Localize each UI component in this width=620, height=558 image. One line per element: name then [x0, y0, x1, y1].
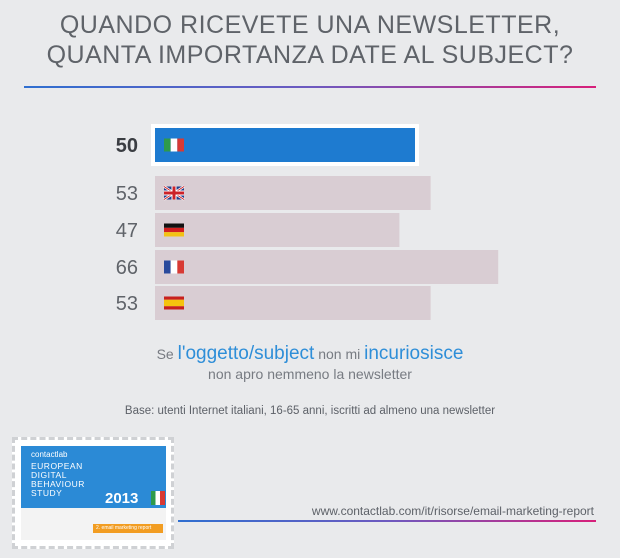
bar	[155, 176, 431, 210]
report-cover-thumbnail[interactable]: contactlab EUROPEAN DIGITAL BEHAVIOUR ST…	[12, 437, 174, 549]
report-url-link[interactable]: www.contactlab.com/it/risorse/email-mark…	[311, 504, 594, 518]
cover-blue-panel: contactlab EUROPEAN DIGITAL BEHAVIOUR ST…	[21, 446, 166, 540]
bar	[155, 213, 400, 247]
france-flag-icon	[164, 260, 184, 274]
cover-study-line: BEHAVIOUR	[31, 479, 85, 489]
base-note: Base: utenti Internet italiani, 16-65 an…	[124, 405, 496, 417]
caption-accent-curious: incuriosisce	[364, 343, 464, 364]
bar-value-label: 50	[116, 135, 138, 157]
bar-chart: 50 53 47 66 53	[116, 124, 499, 320]
title-line-2: QUANTA IMPORTANZA DATE AL SUBJECT?	[46, 41, 574, 69]
cover-year: 2013	[105, 490, 139, 507]
top-divider	[24, 86, 596, 88]
bottom-divider	[178, 520, 596, 522]
bar-value-label: 47	[116, 220, 138, 242]
bar	[155, 250, 499, 284]
cover-footer: 2. email marketing report	[93, 524, 163, 533]
cover-study-line: EUROPEAN	[31, 461, 83, 471]
chart-title: QUANDO RICEVETE UNA NEWSLETTER, QUANTA I…	[0, 10, 620, 70]
title-line-1: QUANDO RICEVETE UNA NEWSLETTER,	[59, 11, 561, 39]
bar-value-label: 53	[116, 183, 138, 205]
caption-line-2: non apro nemmeno la newsletter	[208, 366, 412, 382]
cover-study-line: DIGITAL	[31, 470, 67, 480]
italy-flag-icon	[164, 138, 184, 152]
germany-flag-icon	[164, 223, 184, 237]
spain-flag-icon	[164, 296, 184, 310]
cover-study-title: EUROPEAN DIGITAL BEHAVIOUR STUDY	[31, 462, 85, 498]
uk-flag-icon	[163, 185, 185, 201]
bar-value-label: 53	[116, 293, 138, 315]
caption-pre: Se	[156, 346, 178, 362]
caption-accent-subject: l'oggetto/subject	[177, 343, 315, 364]
bar-value-label: 66	[116, 257, 138, 279]
caption-mid: non mi	[314, 346, 365, 362]
caption: Se l'oggetto/subject non mi incuriosisce…	[0, 344, 620, 384]
cover-study-line: STUDY	[31, 488, 63, 498]
cover-logo: contactlab	[31, 450, 68, 459]
italy-flag-icon	[151, 491, 165, 505]
bar	[155, 128, 415, 162]
bar	[155, 286, 431, 320]
